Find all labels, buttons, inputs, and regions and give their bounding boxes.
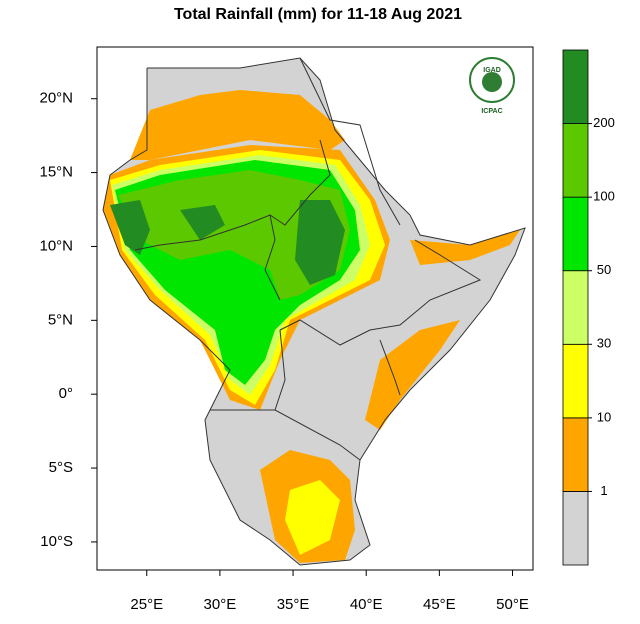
border bbox=[279, 239, 482, 346]
colorbar-label: 100 bbox=[593, 189, 615, 204]
chart-title: Total Rainfall (mm) for 11-18 Aug 2021 bbox=[174, 6, 462, 23]
x-tick-label: 25°E bbox=[130, 596, 163, 613]
rain-area bbox=[285, 480, 340, 555]
colorbar-label: 10 bbox=[597, 409, 611, 424]
y-tick-label: 20°N bbox=[39, 90, 73, 107]
border bbox=[134, 214, 281, 301]
logo-name: IGAD bbox=[483, 67, 501, 74]
colorbar-label: 1 bbox=[600, 483, 607, 498]
y-tick-label: 5°S bbox=[49, 459, 73, 476]
colorbar-box bbox=[562, 196, 589, 272]
x-tick-label: 30°E bbox=[204, 596, 237, 613]
x-tick-label: 50°E bbox=[496, 596, 529, 613]
borders bbox=[102, 57, 526, 566]
logo: IGAD ICPAC bbox=[469, 57, 515, 115]
x-tick-label: 35°E bbox=[277, 596, 310, 613]
x-tick-label: 45°E bbox=[423, 596, 456, 613]
logo-org: ICPAC bbox=[481, 108, 502, 115]
colorbar-label: 30 bbox=[597, 336, 611, 351]
rain-area bbox=[118, 170, 350, 300]
y-tick-label: 10°S bbox=[40, 533, 73, 550]
colorbar-box bbox=[562, 491, 589, 566]
y-tick-label: 15°N bbox=[39, 164, 73, 181]
y-tick-label: 0° bbox=[59, 385, 73, 402]
rain-area bbox=[410, 230, 520, 265]
rain-area bbox=[365, 320, 460, 430]
y-tick-label: 5°N bbox=[48, 311, 73, 328]
x-tick-label: 40°E bbox=[350, 596, 383, 613]
colorbar-box bbox=[562, 343, 589, 419]
border bbox=[269, 139, 331, 226]
y-tick-label: 10°N bbox=[39, 237, 73, 254]
logo-icon bbox=[482, 72, 502, 92]
colorbar-box bbox=[562, 123, 589, 198]
colorbar-box bbox=[562, 270, 589, 345]
rain-area bbox=[110, 200, 150, 255]
colorbar-label: 50 bbox=[597, 262, 611, 277]
rain-area bbox=[130, 90, 345, 160]
colorbar-label: 200 bbox=[593, 115, 615, 130]
map-land bbox=[103, 58, 525, 565]
colorbar-box bbox=[562, 49, 589, 124]
colorbar-box bbox=[562, 417, 589, 492]
rain-area bbox=[180, 205, 225, 240]
border bbox=[299, 57, 401, 226]
border bbox=[379, 339, 401, 396]
rain-area bbox=[295, 200, 345, 285]
